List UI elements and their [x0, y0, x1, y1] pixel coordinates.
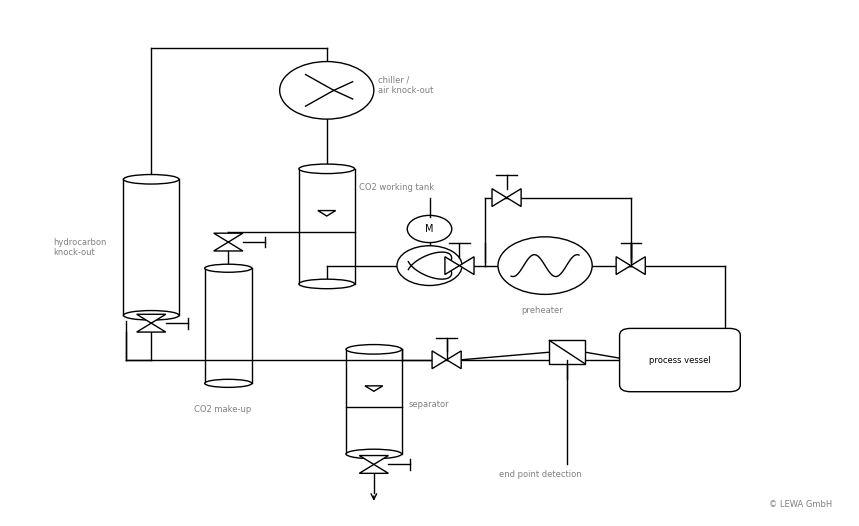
Circle shape — [498, 237, 592, 295]
FancyBboxPatch shape — [619, 328, 740, 392]
Polygon shape — [616, 257, 631, 275]
Text: © LEWA GmbH: © LEWA GmbH — [769, 500, 832, 509]
Text: separator: separator — [408, 400, 448, 409]
Bar — [550, 340, 585, 364]
Polygon shape — [318, 210, 336, 216]
Ellipse shape — [204, 379, 252, 387]
Text: CO2 working tank: CO2 working tank — [359, 183, 435, 191]
Polygon shape — [137, 323, 166, 332]
Text: M: M — [425, 224, 434, 234]
Polygon shape — [214, 233, 243, 242]
Ellipse shape — [346, 345, 402, 354]
Polygon shape — [359, 456, 388, 464]
Ellipse shape — [124, 310, 179, 320]
Circle shape — [407, 215, 452, 242]
Polygon shape — [137, 314, 166, 323]
Polygon shape — [507, 189, 521, 207]
Polygon shape — [445, 257, 460, 275]
Ellipse shape — [124, 175, 179, 184]
Polygon shape — [432, 351, 447, 369]
Polygon shape — [365, 386, 383, 391]
Ellipse shape — [299, 164, 355, 174]
Polygon shape — [631, 257, 645, 275]
Polygon shape — [214, 242, 243, 251]
Text: hydrocarbon
knock-out: hydrocarbon knock-out — [52, 238, 107, 257]
Ellipse shape — [299, 279, 355, 289]
Text: end point detection: end point detection — [499, 470, 582, 479]
Circle shape — [280, 62, 374, 119]
Polygon shape — [447, 351, 461, 369]
Ellipse shape — [346, 449, 402, 459]
Polygon shape — [492, 189, 507, 207]
Text: preheater: preheater — [521, 306, 563, 315]
Polygon shape — [359, 464, 388, 473]
Text: chiller /
air knock-out: chiller / air knock-out — [378, 75, 434, 95]
Text: process vessel: process vessel — [649, 356, 710, 365]
Circle shape — [397, 246, 462, 286]
Ellipse shape — [204, 264, 252, 272]
Polygon shape — [460, 257, 474, 275]
Text: CO2 make-up: CO2 make-up — [194, 405, 252, 414]
